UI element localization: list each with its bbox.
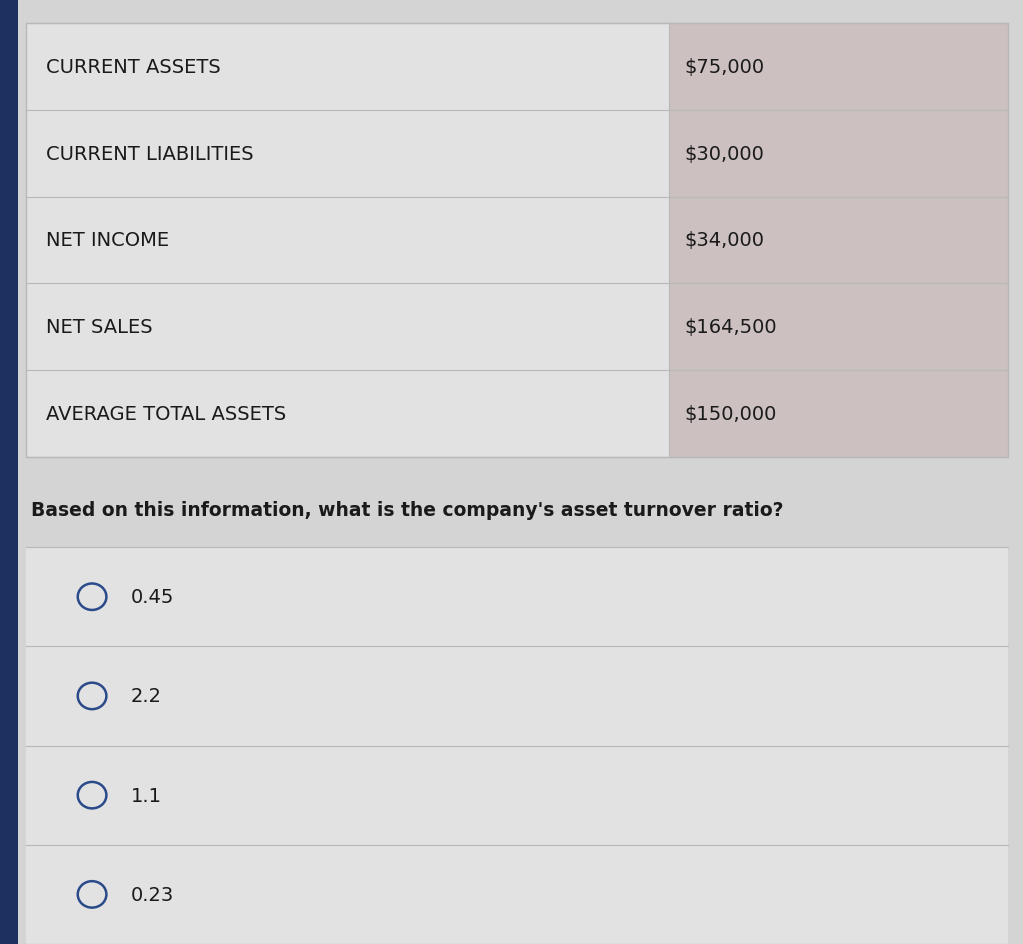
Text: $75,000: $75,000	[684, 58, 764, 76]
Text: NET INCOME: NET INCOME	[46, 231, 169, 250]
Text: NET SALES: NET SALES	[46, 318, 152, 337]
Bar	[26, 845, 1008, 944]
Bar	[26, 647, 1008, 746]
Text: Based on this information, what is the company's asset turnover ratio?: Based on this information, what is the c…	[31, 500, 784, 519]
Text: $34,000: $34,000	[684, 231, 764, 250]
Text: $150,000: $150,000	[684, 405, 776, 424]
Bar	[669, 24, 1008, 458]
Text: CURRENT LIABILITIES: CURRENT LIABILITIES	[46, 144, 254, 163]
Text: CURRENT ASSETS: CURRENT ASSETS	[46, 58, 221, 76]
Text: $164,500: $164,500	[684, 318, 776, 337]
Bar	[26, 548, 1008, 647]
Text: $30,000: $30,000	[684, 144, 764, 163]
Text: 0.45: 0.45	[131, 587, 174, 607]
Text: 2.2: 2.2	[131, 686, 162, 706]
Bar	[26, 24, 1008, 458]
Bar	[26, 746, 1008, 845]
Bar	[0, 0, 18, 944]
Text: 0.23: 0.23	[131, 885, 174, 904]
Text: 1.1: 1.1	[131, 785, 162, 805]
Text: AVERAGE TOTAL ASSETS: AVERAGE TOTAL ASSETS	[46, 405, 286, 424]
Bar	[26, 24, 1008, 458]
